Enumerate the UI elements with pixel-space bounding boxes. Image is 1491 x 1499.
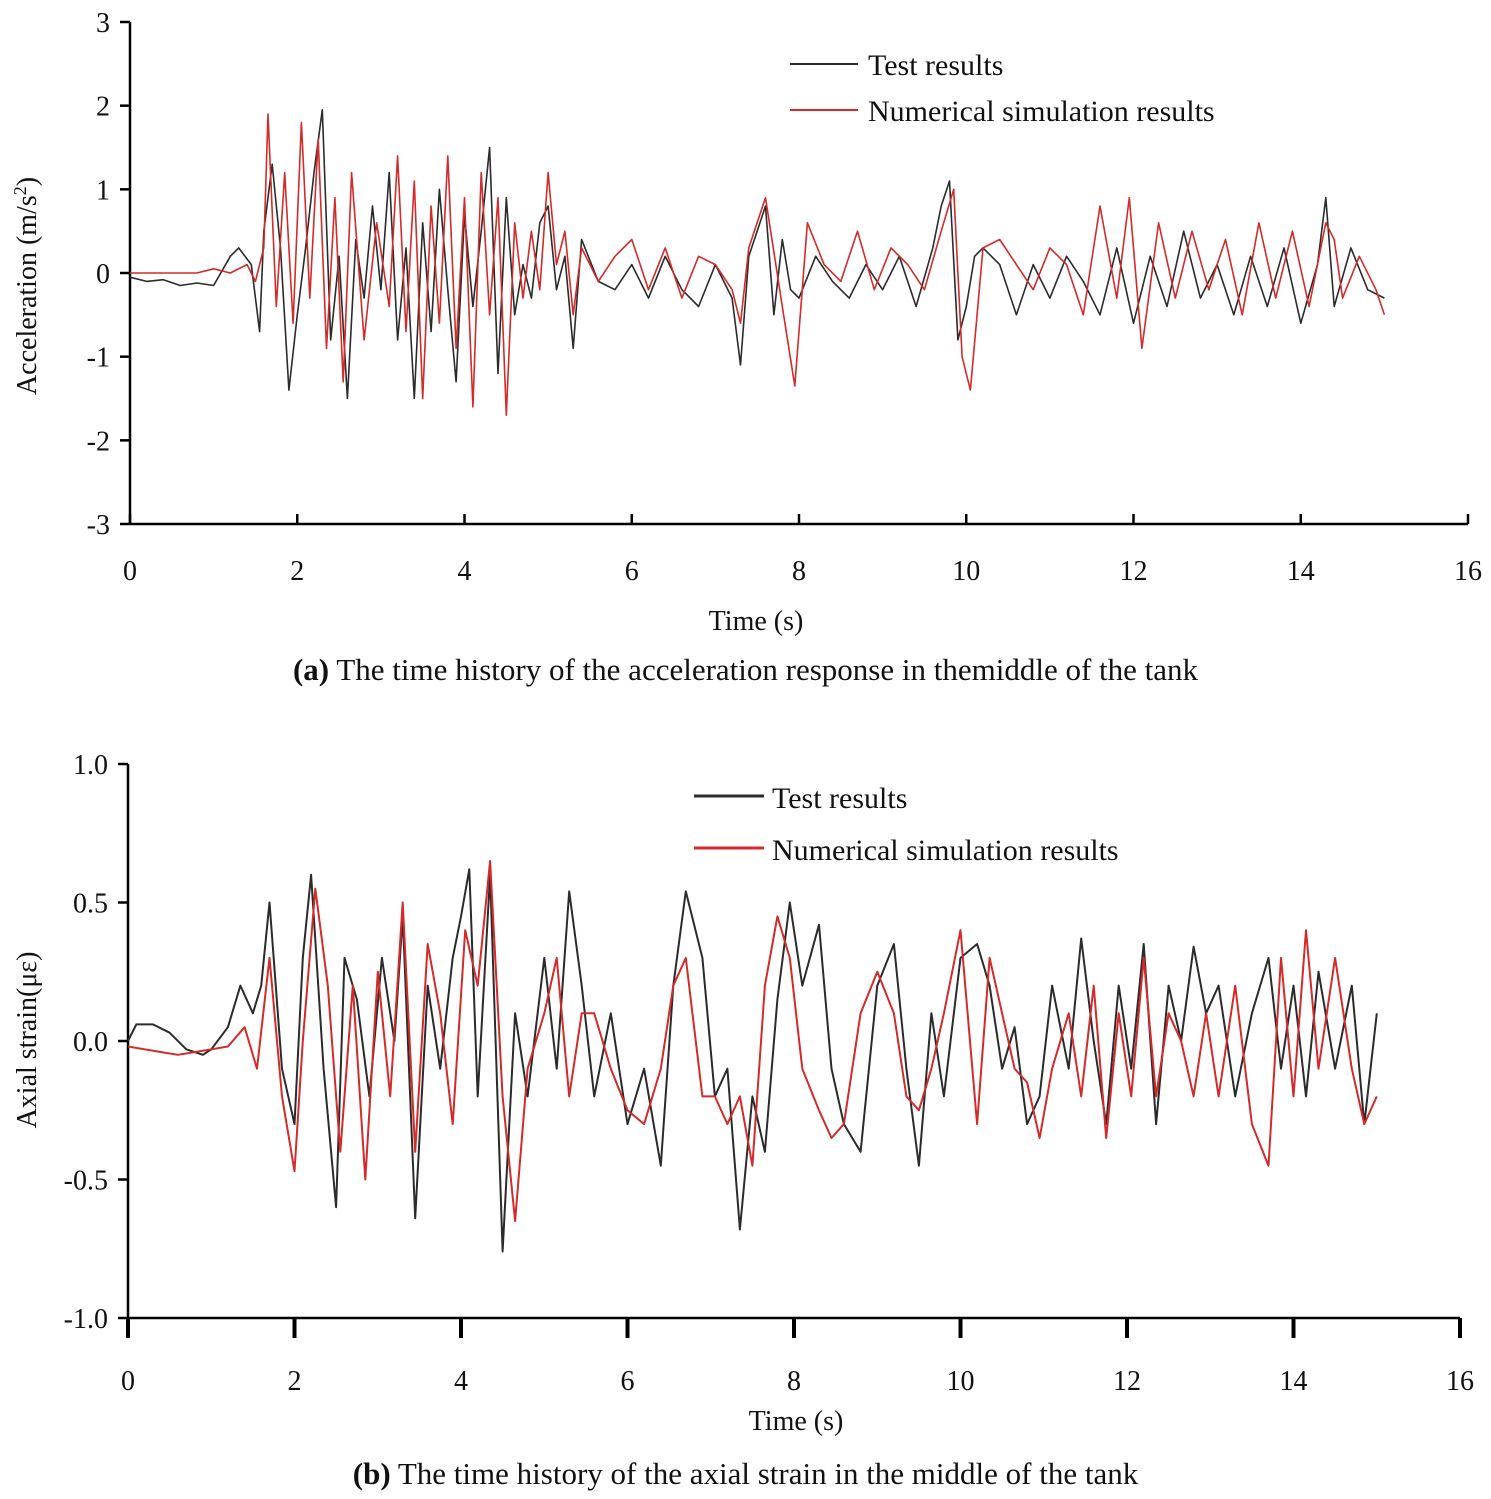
caption-text: The time history of the axial strain in … <box>397 1456 1139 1491</box>
x-axis-label: Time (s) <box>709 606 804 637</box>
y-tick-label: 1 <box>96 175 110 206</box>
y-axis-label: Acceleration (m/s2) <box>10 177 43 395</box>
legend-label-test: Test results <box>772 782 907 815</box>
axial-strain-chart: 0 2 4 6 8 10 12 14 16 -1.0 -0.5 0.0 0.5 1.0 Axial str… <box>12 750 1474 1437</box>
x-tick-label: 0 <box>123 556 137 587</box>
x-tick-label: 0 <box>121 1366 135 1397</box>
y-tick-label: -1 <box>87 343 110 374</box>
series-line-simulation <box>127 860 1378 1222</box>
series-line-test <box>127 868 1378 1253</box>
legend-label-simulation: Numerical simulation results <box>772 834 1119 867</box>
series-line-simulation <box>130 113 1386 417</box>
caption-text: The time history of the acceleration res… <box>336 652 1199 687</box>
x-tick-label: 12 <box>1120 556 1148 587</box>
y-tick-label: -3 <box>87 510 110 541</box>
x-tick-label: 8 <box>787 1366 801 1397</box>
axis-ticks: 0 2 4 6 8 10 12 14 16 -1.0 -0.5 0.0 0.5 1.0 <box>64 750 1474 1397</box>
x-tick-label: 6 <box>625 556 639 587</box>
caption-b: (b) The time history of the axial strain… <box>0 1456 1491 1492</box>
y-tick-label: 0.0 <box>73 1027 108 1058</box>
y-axis-label: Axial strain(με) <box>12 952 43 1129</box>
x-tick-label: 16 <box>1446 1366 1474 1397</box>
y-tick-label: 1.0 <box>73 750 108 781</box>
x-tick-label: 16 <box>1454 556 1482 587</box>
y-tick-label: 2 <box>96 92 110 123</box>
x-tick-label: 4 <box>458 556 472 587</box>
x-tick-label: 2 <box>290 556 304 587</box>
caption-prefix: (a) <box>292 652 330 687</box>
series-lines <box>129 109 1386 417</box>
series-lines <box>127 860 1378 1253</box>
x-tick-label: 10 <box>947 1366 975 1397</box>
x-tick-label: 10 <box>952 556 980 587</box>
x-tick-label: 14 <box>1287 556 1315 587</box>
x-tick-label: 6 <box>621 1366 635 1397</box>
y-tick-label: -2 <box>87 426 110 457</box>
legend-label-test: Test results <box>868 49 1003 82</box>
series-line-test <box>129 109 1385 400</box>
caption-prefix: (b) <box>352 1456 391 1491</box>
y-tick-label: 0.5 <box>73 889 108 920</box>
x-tick-label: 2 <box>288 1366 302 1397</box>
y-tick-label: 0 <box>96 259 110 290</box>
legend: Test results Numerical simulation result… <box>694 782 1119 867</box>
y-tick-label: -1.0 <box>64 1304 108 1335</box>
x-tick-label: 12 <box>1113 1366 1141 1397</box>
y-tick-label: 3 <box>96 8 110 39</box>
caption-a: (a) The time history of the acceleration… <box>0 652 1491 688</box>
legend: Test results Numerical simulation result… <box>790 49 1215 128</box>
x-tick-label: 14 <box>1280 1366 1308 1397</box>
x-tick-label: 8 <box>792 556 806 587</box>
legend-label-simulation: Numerical simulation results <box>868 95 1215 128</box>
x-axis-label: Time (s) <box>749 1406 844 1437</box>
y-tick-label: -0.5 <box>64 1166 108 1197</box>
x-tick-label: 4 <box>454 1366 468 1397</box>
